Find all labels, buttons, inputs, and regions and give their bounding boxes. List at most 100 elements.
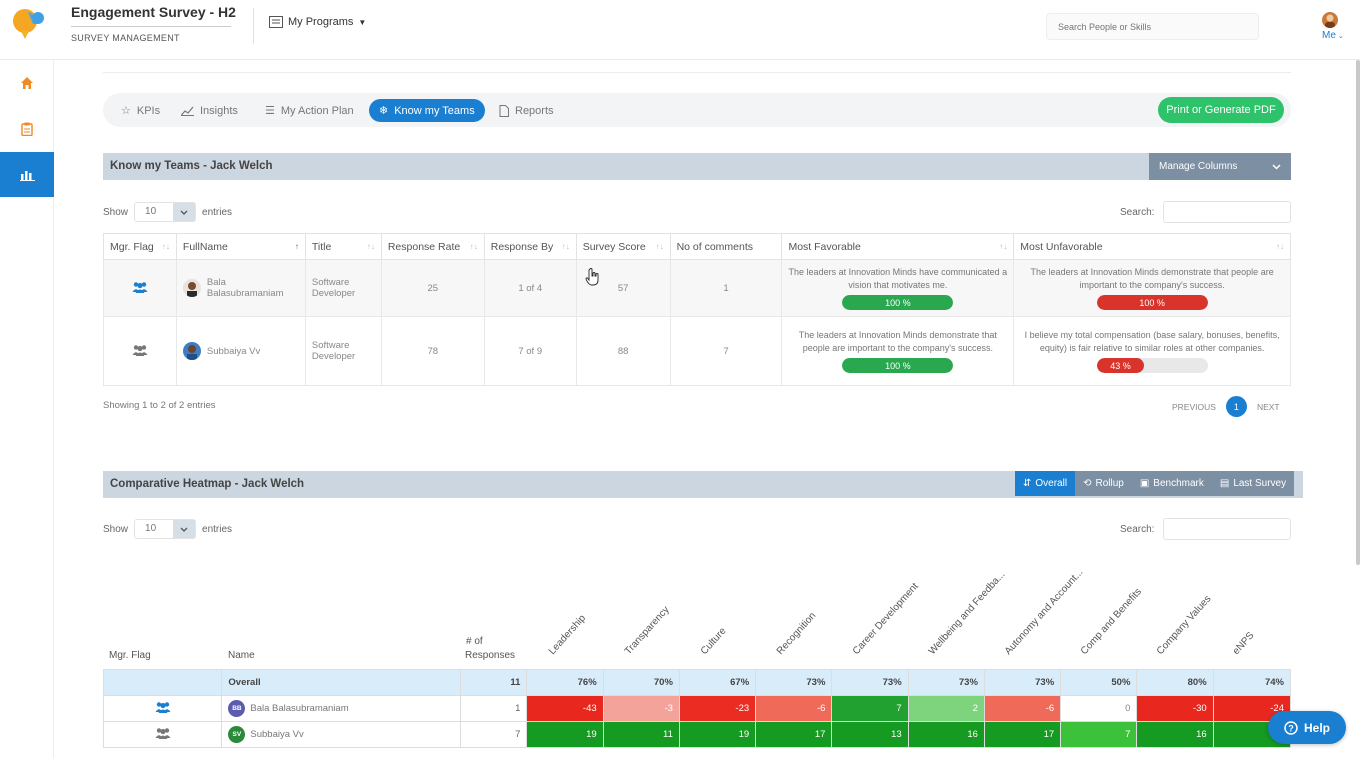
heatmap-row[interactable]: BB Bala Balasubramaniam 1 -43 -3 -23 -6 7 2 -6 0 -3… [102,695,1292,722]
heatmap-category-header[interactable]: Company Values [1154,593,1214,657]
comments-cell[interactable]: 1 [669,259,783,317]
tab-know-my-teams[interactable]: ❄ Know my Teams [369,99,485,122]
heatmap-cell[interactable]: 17 [983,721,1062,748]
sort-icon: ↑↓ [469,242,478,251]
col-response-by[interactable]: Response By ↑↓ [483,233,577,260]
logo-icon[interactable] [8,6,48,42]
table-row[interactable]: Bala Balasubramaniam Software Developer … [103,259,1291,317]
heatmap-overall-cell[interactable]: 67% [678,669,757,696]
heatmap-search-label: Search: [1120,524,1155,535]
heatmap-category-header[interactable]: Recognition [774,610,819,657]
heatmap-overall-cell[interactable]: 74% [1212,669,1292,696]
col-comments[interactable]: No of comments [669,233,783,260]
col-response-rate[interactable]: Response Rate ↑↓ [380,233,485,260]
heatmap-cell[interactable]: 19 [678,721,757,748]
col-most-favorable[interactable]: Most Favorable ↑↓ [781,233,1015,260]
heatmap-row[interactable]: SV Subbaiya Vv 7 19 11 19 17 13 16 17 7 16 [102,721,1292,748]
next-button[interactable]: NEXT [1256,401,1280,412]
heatmap-cell[interactable]: -23 [678,695,757,722]
heatmap-cell[interactable]: 16 [1136,721,1214,748]
heatmap-col-name[interactable]: Name [228,650,255,661]
heatmap-cell[interactable]: -6 [983,695,1062,722]
people-search-input[interactable] [1046,13,1259,40]
heatmap-overall-cell[interactable]: 73% [755,669,833,696]
col-survey-score[interactable]: Survey Score ↑↓ [575,233,671,260]
entries-select[interactable]: 10 [134,202,197,222]
response-by-cell: 7 of 9 [483,316,577,386]
mgr-flag-cell [103,316,177,386]
team-icon[interactable] [132,281,148,293]
print-pdf-button[interactable]: Print or Generate PDF [1158,97,1284,123]
team-icon[interactable] [155,727,171,739]
tab-action-plan[interactable]: ☰ My Action Plan [255,99,364,122]
heatmap-cell[interactable]: -24 [1212,695,1292,722]
row-name: Subbaiya Vv [250,729,304,740]
tab-reports[interactable]: Reports [489,99,564,122]
heatmap-category-header[interactable]: Leadership [546,612,589,657]
favorable-statement: The leaders at Innovation Minds have com… [788,267,1008,290]
heatmap-category-header[interactable]: Comp and Benefits [1078,586,1144,657]
heatmap-col-responses-2[interactable]: Responses [465,650,516,661]
heatmap-search-input[interactable] [1163,518,1291,540]
page-1-button[interactable]: 1 [1225,396,1247,417]
heatmap-category-header[interactable]: Wellbeing and Feedba... [926,569,1008,657]
col-mgr-flag[interactable]: Mgr. Flag ↑↓ [103,233,177,260]
help-button[interactable]: ? Help [1268,711,1346,744]
heatmap-cell[interactable]: 7 [831,695,909,722]
col-title[interactable]: Title ↑↓ [304,233,382,260]
sidebar-item-home[interactable] [0,60,54,105]
user-avatar[interactable] [1322,12,1338,28]
tab-kpis[interactable]: ☆ KPIs [111,99,170,122]
person[interactable]: Subbaiya Vv [182,342,299,360]
rollup-button[interactable]: ⟲ Rollup [1075,471,1132,496]
user-menu[interactable]: Me ⌄ [1322,30,1344,41]
team-icon[interactable] [132,344,148,356]
heatmap-category-header[interactable]: Culture [698,625,729,657]
tab-insights[interactable]: Insights [171,99,248,122]
unfavorable-progress-fill: 100 % [1096,295,1208,310]
heatmap-cell[interactable]: 17 [755,721,833,748]
table-row[interactable]: Subbaiya Vv Software Developer 78 7 of 9… [103,316,1291,386]
heatmap-cell[interactable]: 13 [831,721,909,748]
previous-button[interactable]: PREVIOUS [1172,401,1216,412]
my-programs-dropdown[interactable]: My Programs ▼ [269,16,366,28]
heatmap-cell[interactable]: 0 [1060,695,1138,722]
heatmap-overall-cell[interactable]: 76% [526,669,604,696]
heatmap-col-mgr-flag[interactable]: Mgr. Flag [109,650,151,661]
sidebar-item-surveys[interactable] [0,106,54,151]
heatmap-cell[interactable]: -3 [602,695,680,722]
teams-search-input[interactable] [1163,201,1291,223]
col-fullname[interactable]: FullName ↑ [175,233,306,260]
heatmap-category-header[interactable]: eNPS [1230,630,1257,657]
heatmap-cell[interactable]: 7 [1060,721,1138,748]
heatmap-cell[interactable]: 16 [907,721,985,748]
heatmap-cell[interactable]: 11 [602,721,680,748]
team-icon[interactable] [155,701,171,713]
heatmap-cell[interactable]: 2 [907,695,985,722]
sidebar-item-analytics[interactable] [0,152,54,197]
heatmap-overall-cell[interactable]: 80% [1136,669,1214,696]
heatmap-category-header[interactable]: Transparency [622,604,672,657]
heatmap-cell[interactable]: -30 [1136,695,1214,722]
heatmap-cell[interactable]: -43 [526,695,604,722]
overall-button[interactable]: ⇵ Overall [1015,471,1076,496]
entries-select[interactable]: 10 [134,519,197,539]
comments-cell[interactable]: 7 [669,316,783,386]
benchmark-label: Benchmark [1153,478,1204,489]
page-scrollbar[interactable] [1356,60,1360,565]
benchmark-button[interactable]: ▣ Benchmark [1131,471,1212,496]
heatmap-overall-cell[interactable]: 73% [983,669,1062,696]
col-most-unfavorable[interactable]: Most Unfavorable ↑↓ [1013,233,1291,260]
heatmap-cell[interactable]: -6 [755,695,833,722]
heatmap-category-header[interactable]: Autonomy and Account... [1002,567,1086,657]
last-survey-button[interactable]: ▤ Last Survey [1211,471,1295,496]
heatmap-overall-cell[interactable]: 70% [602,669,680,696]
heatmap-overall-cell[interactable]: 50% [1060,669,1138,696]
heatmap-col-responses-1[interactable]: # of [466,636,483,647]
heatmap-cell[interactable]: 19 [526,721,604,748]
heatmap-category-header[interactable]: Career Development [850,581,921,657]
manage-columns-dropdown[interactable]: Manage Columns [1149,153,1291,180]
heatmap-overall-cell[interactable]: 73% [907,669,985,696]
person[interactable]: Bala Balasubramaniam [182,277,299,299]
heatmap-overall-cell[interactable]: 73% [831,669,909,696]
